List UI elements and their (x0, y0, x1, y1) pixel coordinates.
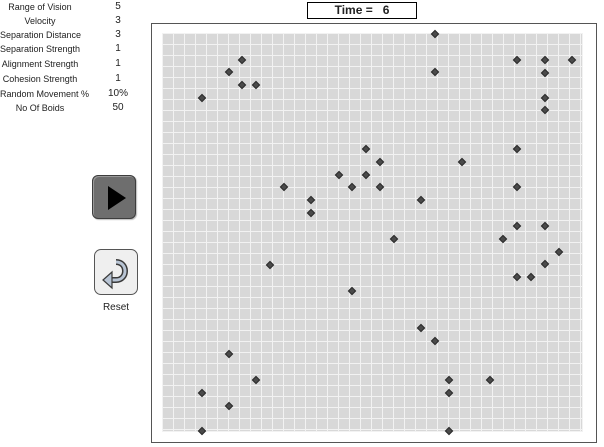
parameter-row: Random Movement % 10% (0, 87, 140, 101)
parameter-value[interactable]: 1 (115, 58, 121, 69)
time-label: Time = (334, 3, 373, 17)
parameter-value[interactable]: 10% (107, 88, 128, 99)
parameter-label: Range of Vision (8, 2, 72, 12)
parameter-row: No Of Boids 50 (0, 101, 140, 115)
play-icon (108, 186, 126, 210)
parameter-row: Separation Strength 1 (0, 42, 140, 56)
parameter-row: Cohesion Strength 1 (0, 72, 140, 86)
parameter-row: Separation Distance 3 (0, 28, 140, 42)
parameter-label: No Of Boids (15, 103, 65, 113)
play-button[interactable] (92, 175, 136, 219)
parameter-row: Range of Vision 5 (0, 0, 140, 14)
parameter-label: Random Movement % (0, 89, 90, 99)
parameter-label: Separation Strength (0, 44, 81, 54)
time-value: 6 (382, 3, 390, 17)
undo-arrow-icon (102, 259, 128, 290)
parameter-row: Alignment Strength 1 (0, 57, 140, 71)
parameter-row: Velocity 3 (0, 14, 140, 28)
parameter-value[interactable]: 1 (115, 43, 121, 54)
parameter-value[interactable]: 50 (112, 102, 124, 113)
reset-button[interactable] (94, 249, 138, 295)
parameter-value[interactable]: 3 (115, 29, 121, 40)
parameter-value[interactable]: 3 (115, 15, 121, 26)
reset-label: Reset (102, 302, 130, 313)
time-display: Time = 6 (307, 2, 417, 19)
parameter-label: Alignment Strength (1, 59, 79, 69)
parameter-label: Velocity (24, 16, 56, 26)
parameter-label: Separation Distance (0, 30, 82, 40)
simulation-grid (162, 33, 583, 432)
parameter-value[interactable]: 1 (115, 73, 121, 84)
parameter-label: Cohesion Strength (2, 74, 78, 84)
parameter-value[interactable]: 5 (115, 1, 121, 12)
